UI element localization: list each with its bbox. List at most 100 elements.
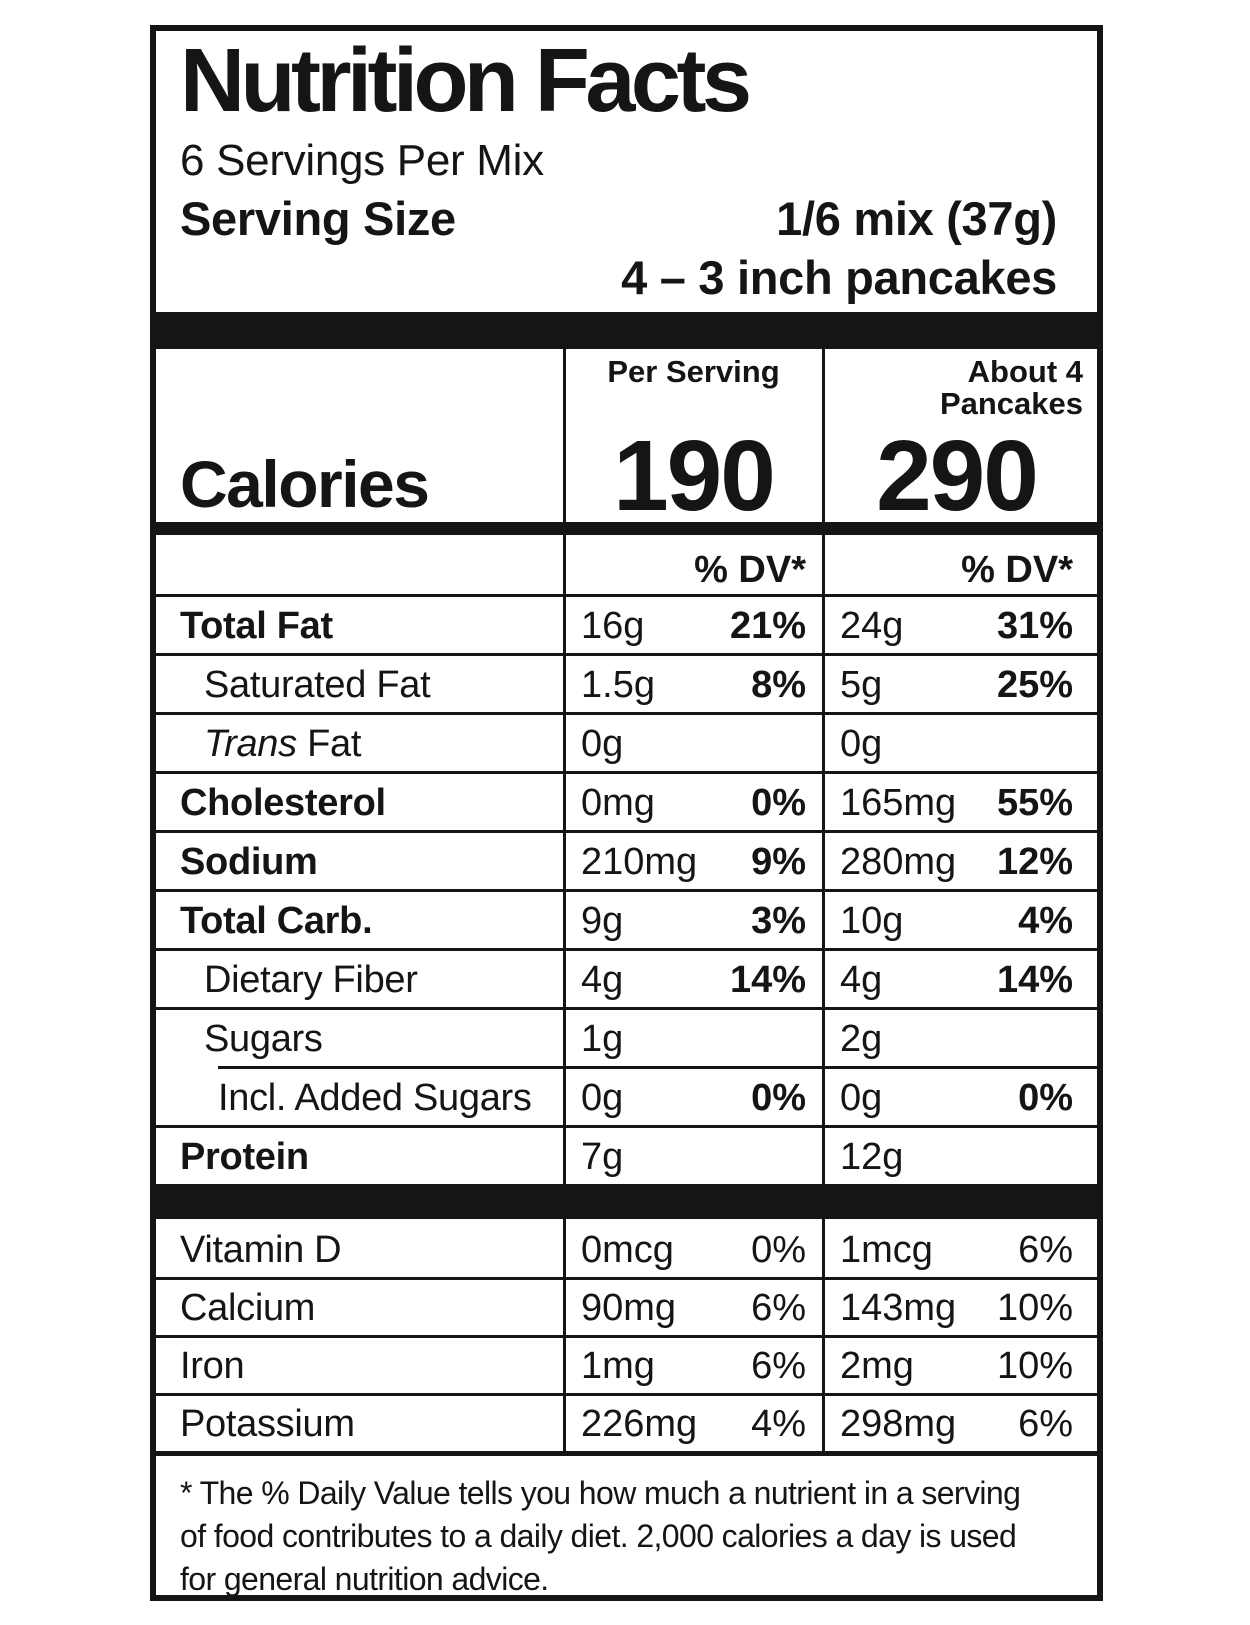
- divider-bar-above-vitamins: [156, 1184, 1097, 1219]
- per-pancakes-values: 5g 25%: [822, 653, 1097, 712]
- amount-value: 90mg: [581, 1287, 677, 1329]
- daily-value-percent: 4%: [1018, 900, 1073, 942]
- calories-row: Calories 190 290: [156, 405, 1097, 526]
- nutrient-row: Total Fat 16g 21% 24g 31%: [156, 594, 1097, 653]
- daily-value-percent: 6%: [1018, 1229, 1073, 1271]
- per-serving-values: 1.5g 8%: [563, 653, 822, 712]
- per-serving-values: 7g: [563, 1125, 822, 1184]
- amount-value: 2mg: [840, 1345, 914, 1387]
- micronutrient-row: Vitamin D 0mcg 0% 1mcg 6%: [156, 1219, 1097, 1277]
- serving-size-value: 1/6 mix (37g): [776, 192, 1057, 245]
- daily-value-percent: 6%: [1018, 1403, 1073, 1445]
- amount-value: 12g: [840, 1136, 904, 1178]
- nutrient-name-italic-part: Trans: [204, 723, 297, 765]
- per-serving-values: 210mg 9%: [563, 830, 822, 889]
- amount-value: 7g: [581, 1136, 624, 1178]
- amount-value: 298mg: [840, 1403, 957, 1445]
- per-serving-values: 1g: [563, 1007, 822, 1066]
- nutrient-row: Trans Fat 0g 0g: [156, 712, 1097, 771]
- daily-value-percent: 6%: [751, 1345, 806, 1387]
- per-pancakes-header-line2: Pancakes: [939, 386, 1083, 421]
- nutrient-name: Sugars: [156, 1007, 563, 1066]
- calories-label: Calories: [180, 447, 430, 521]
- daily-value-percent: 6%: [751, 1287, 806, 1329]
- per-serving-values: 9g 3%: [563, 889, 822, 948]
- nutrient-row: Incl. Added Sugars 0g 0% 0g 0%: [156, 1066, 1097, 1125]
- micronutrient-row: Potassium 226mg 4% 298mg 6%: [156, 1393, 1097, 1451]
- calories-header-row: Per Serving About 4 Pancakes: [156, 349, 1097, 420]
- per-serving-values: 4g 14%: [563, 948, 822, 1007]
- nutrient-row: Sugars 1g 2g: [156, 1007, 1097, 1066]
- amount-value: 0g: [840, 723, 883, 765]
- divider-bar-below-calories: [156, 522, 1097, 535]
- daily-value-header-col1: % DV*: [563, 535, 822, 594]
- daily-value-percent: 12%: [996, 841, 1073, 883]
- amount-value: 1mcg: [840, 1229, 933, 1271]
- per-pancakes-values: 1mcg 6%: [822, 1219, 1097, 1277]
- per-pancakes-values: 12g: [822, 1125, 1097, 1184]
- per-serving-values: 16g 21%: [563, 594, 822, 653]
- nutrient-name: Dietary Fiber: [156, 948, 563, 1007]
- daily-value-percent: 10%: [996, 1287, 1073, 1329]
- per-serving-values: 0g 0%: [563, 1066, 822, 1125]
- per-pancakes-values: 0g 0%: [822, 1066, 1097, 1125]
- per-pancakes-values: 143mg 10%: [822, 1277, 1097, 1335]
- per-serving-values: 0g: [563, 712, 822, 771]
- per-serving-values: 226mg 4%: [563, 1393, 822, 1451]
- amount-value: 9g: [581, 900, 624, 942]
- serving-size-row: Serving Size 1/6 mix (37g): [180, 189, 1057, 248]
- nutrient-name: Total Carb.: [156, 889, 563, 948]
- label-header: Nutrition Facts 6 Servings Per Mix Servi…: [156, 31, 1097, 307]
- nutrition-facts-title: Nutrition Facts: [180, 31, 752, 131]
- nutrient-name: Incl. Added Sugars: [156, 1066, 563, 1125]
- per-pancakes-values: 24g 31%: [822, 594, 1097, 653]
- serving-size-label: Serving Size: [180, 192, 456, 245]
- daily-value-percent: 0%: [751, 782, 806, 824]
- daily-value-percent: 4%: [751, 1403, 806, 1445]
- daily-value-header-spacer: [156, 535, 563, 594]
- amount-value: 1.5g: [581, 664, 655, 706]
- nutrient-name: Total Fat: [156, 594, 563, 653]
- nutrient-name: Vitamin D: [180, 1229, 342, 1271]
- daily-value-percent: 3%: [751, 900, 806, 942]
- amount-value: 1g: [581, 1018, 624, 1060]
- daily-value-percent: 0%: [751, 1077, 806, 1119]
- amount-value: 1mg: [581, 1345, 655, 1387]
- per-pancakes-header-line1: About 4: [967, 354, 1083, 389]
- nutrient-name: Potassium: [156, 1393, 563, 1451]
- daily-value-percent: 0%: [751, 1229, 806, 1271]
- daily-value-percent: 14%: [996, 959, 1073, 1001]
- nutrient-row: Sodium 210mg 9% 280mg 12%: [156, 830, 1097, 889]
- amount-value: 0mcg: [581, 1229, 674, 1271]
- per-serving-values: 0mg 0%: [563, 771, 822, 830]
- divider-bar-top: [156, 312, 1097, 349]
- nutrient-row: Cholesterol 0mg 0% 165mg 55%: [156, 771, 1097, 830]
- amount-value: 16g: [581, 605, 645, 647]
- nutrient-row: Protein 7g 12g: [156, 1125, 1097, 1184]
- nutrient-row: Saturated Fat 1.5g 8% 5g 25%: [156, 653, 1097, 712]
- per-serving-values: 0mcg 0%: [563, 1219, 822, 1277]
- per-pancakes-values: 280mg 12%: [822, 830, 1097, 889]
- per-pancakes-column-header: About 4 Pancakes: [822, 349, 1097, 420]
- amount-value: 143mg: [840, 1287, 957, 1329]
- amount-value: 226mg: [581, 1403, 698, 1445]
- calories-section: Per Serving About 4 Pancakes Calories 19…: [156, 349, 1097, 526]
- nutrient-name: Calcium: [156, 1277, 563, 1335]
- daily-value-percent: 31%: [996, 605, 1073, 647]
- per-pancakes-values: 165mg 55%: [822, 771, 1097, 830]
- daily-value-header-col2: % DV*: [822, 535, 1097, 594]
- amount-value: 10g: [840, 900, 904, 942]
- amount-value: 2g: [840, 1018, 883, 1060]
- daily-value-percent: 8%: [751, 664, 806, 706]
- nutrient-name: Sodium: [156, 830, 563, 889]
- daily-value-percent: 9%: [751, 841, 806, 883]
- nutrients-table: % DV* % DV* Total Fat 16g 21% 24g 31% Saturat…: [156, 535, 1097, 1184]
- nutrient-name: Cholesterol: [156, 771, 563, 830]
- per-pancakes-values: 0g: [822, 712, 1097, 771]
- calories-per-pancakes-value: 290: [822, 405, 1097, 526]
- daily-value-percent: 55%: [996, 782, 1073, 824]
- calories-header-spacer: [156, 349, 563, 405]
- nutrient-name: Trans Fat: [156, 712, 563, 771]
- servings-per-container: 6 Servings Per Mix: [180, 136, 544, 185]
- per-serving-values: 90mg 6%: [563, 1277, 822, 1335]
